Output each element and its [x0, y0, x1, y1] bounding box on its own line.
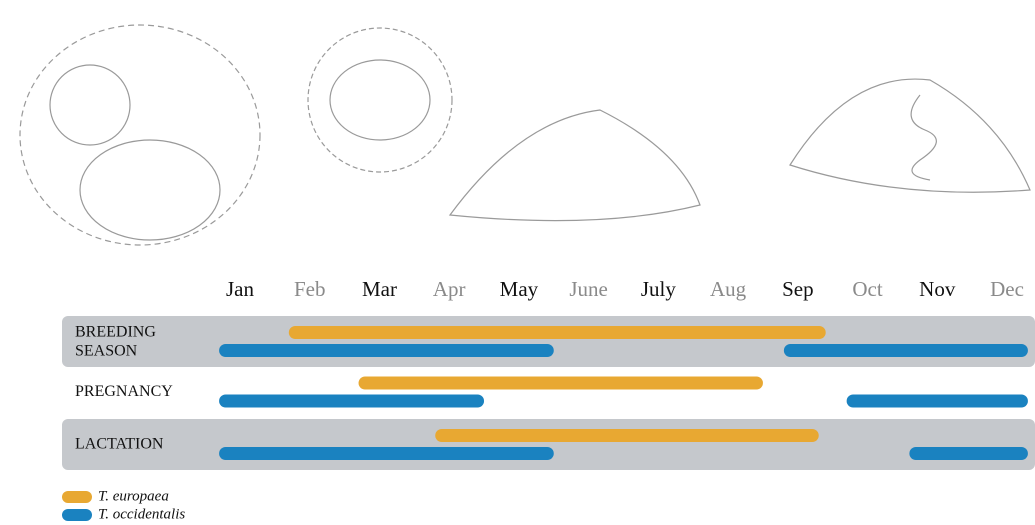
- range-bar: [219, 447, 554, 460]
- month-label: May: [500, 277, 539, 301]
- legend-label: T. europaea: [98, 488, 169, 504]
- legend-swatch: [62, 491, 92, 503]
- mole-sketch: [79, 139, 221, 241]
- month-label: Jan: [226, 277, 254, 301]
- month-label: Dec: [990, 277, 1024, 301]
- row-label: BREEDING SEASON: [75, 323, 156, 359]
- mole-sketch: [448, 109, 701, 222]
- month-label: Nov: [919, 277, 956, 301]
- mole-sketch: [307, 27, 453, 173]
- range-bar: [288, 326, 826, 339]
- month-label: Oct: [852, 277, 882, 301]
- range-bar: [219, 344, 554, 357]
- row-label: LACTATION: [75, 435, 164, 452]
- row-label-line: LACTATION: [75, 435, 164, 452]
- row-label-line: SEASON: [75, 342, 138, 359]
- month-label: Feb: [294, 277, 326, 301]
- range-bar: [846, 394, 1028, 408]
- row-label-line: PREGNANCY: [75, 383, 173, 400]
- mole-sketch: [49, 64, 131, 146]
- row-band: [62, 419, 1035, 470]
- row-label: PREGNANCY: [75, 383, 173, 400]
- month-label: July: [641, 277, 677, 301]
- month-label: Sep: [782, 277, 814, 301]
- mole-sketch: [329, 59, 431, 141]
- month-label: Aug: [710, 277, 747, 301]
- row-label-line: BREEDING: [75, 323, 156, 340]
- range-bar: [358, 376, 763, 390]
- month-label: Apr: [433, 277, 466, 301]
- range-bar: [435, 429, 819, 442]
- month-label: June: [569, 277, 608, 301]
- mole-sketch: [19, 24, 261, 246]
- illustrations: [19, 24, 1031, 246]
- range-bar: [219, 394, 485, 408]
- month-label: Mar: [362, 277, 397, 301]
- legend-swatch: [62, 509, 92, 521]
- legend-label: T. occidentalis: [98, 506, 185, 522]
- row-band: [62, 316, 1035, 367]
- worm-sketch: [910, 94, 937, 181]
- mole-sketch: [789, 78, 1031, 193]
- range-bar: [909, 447, 1028, 460]
- range-bar: [783, 344, 1028, 357]
